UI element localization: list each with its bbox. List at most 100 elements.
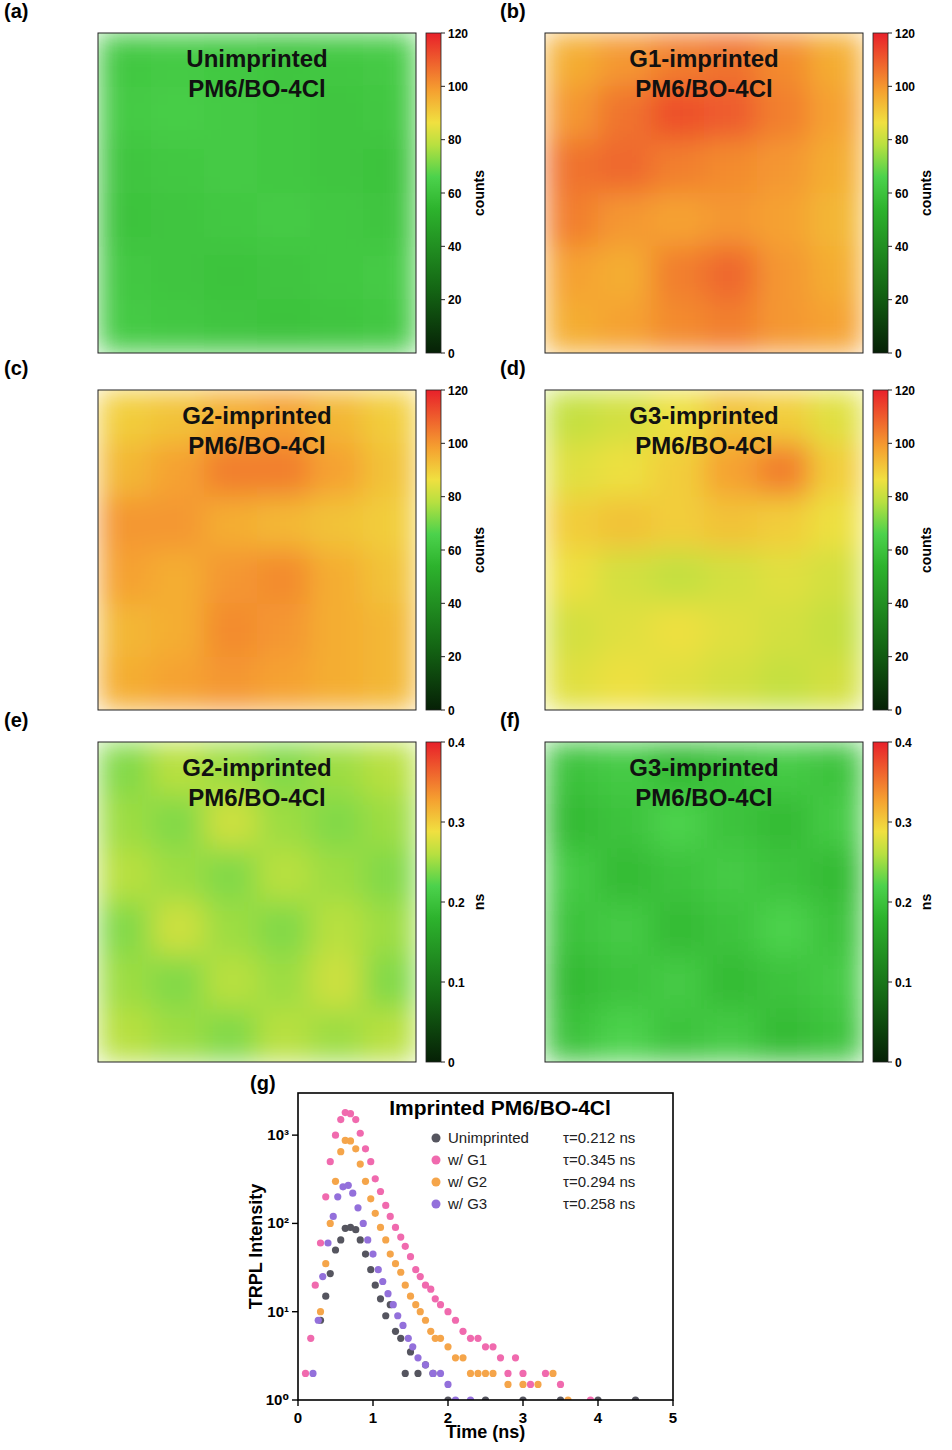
colorbar bbox=[873, 390, 888, 710]
colorbar-tick-label: 0.4 bbox=[448, 736, 465, 750]
legend-annotation: τ=0.345 ns bbox=[563, 1151, 635, 1168]
y-tick bbox=[292, 1223, 298, 1224]
heatmap-cells bbox=[98, 390, 416, 710]
colorbar-tick bbox=[441, 86, 445, 87]
heatmap-cell bbox=[704, 657, 758, 710]
data-point bbox=[390, 1301, 397, 1308]
data-point bbox=[317, 1308, 324, 1315]
colorbar-tick bbox=[888, 656, 892, 657]
heatmap-clip bbox=[98, 742, 416, 1062]
colorbar-tick-label: 0.4 bbox=[895, 736, 912, 750]
heatmap-cell bbox=[545, 86, 599, 140]
colorbar-tick-label: 0 bbox=[448, 704, 455, 718]
heatmap-cell bbox=[598, 300, 652, 353]
data-point bbox=[375, 1266, 382, 1273]
panel-letter: (a) bbox=[4, 0, 28, 22]
data-point bbox=[504, 1370, 511, 1377]
data-point bbox=[452, 1317, 459, 1324]
heatmap-cell bbox=[204, 1009, 258, 1062]
legend-annotation: τ=0.258 ns bbox=[563, 1195, 635, 1212]
data-point bbox=[412, 1266, 419, 1273]
heatmap-cell bbox=[810, 300, 863, 353]
panel-title: PM6/BO-4Cl bbox=[188, 75, 325, 102]
heatmap-cell bbox=[810, 742, 863, 796]
colorbar-tick bbox=[888, 353, 892, 354]
plot-frame bbox=[298, 1093, 673, 1400]
data-point bbox=[444, 1343, 451, 1350]
map-frame bbox=[98, 390, 416, 710]
colorbar-tick bbox=[888, 982, 892, 983]
data-point bbox=[330, 1213, 337, 1220]
heatmap-cell bbox=[651, 603, 705, 657]
heatmap-cell bbox=[363, 795, 416, 849]
data-point bbox=[392, 1260, 399, 1267]
heatmap-cell bbox=[545, 33, 599, 87]
heatmap-cell bbox=[651, 550, 705, 604]
data-point bbox=[409, 1343, 416, 1350]
heatmap-cell bbox=[151, 849, 205, 903]
data-point bbox=[322, 1260, 329, 1267]
heatmap-cell bbox=[810, 657, 863, 710]
data-point bbox=[392, 1224, 399, 1231]
colorbar-tick bbox=[441, 353, 445, 354]
data-point bbox=[405, 1335, 412, 1342]
data-point bbox=[382, 1236, 389, 1243]
heatmap-cell bbox=[204, 246, 258, 300]
data-point bbox=[422, 1361, 429, 1368]
colorbar-tick bbox=[441, 550, 445, 551]
x-tick bbox=[522, 1400, 523, 1406]
colorbar-tick-label: 40 bbox=[448, 597, 462, 611]
heatmap-cell bbox=[704, 603, 758, 657]
panel-title: PM6/BO-4Cl bbox=[188, 784, 325, 811]
heatmap-cell bbox=[204, 657, 258, 710]
heatmap-cell bbox=[598, 193, 652, 247]
data-point bbox=[459, 1328, 466, 1335]
data-point bbox=[519, 1370, 526, 1377]
data-point bbox=[372, 1210, 379, 1217]
heatmap-cell bbox=[598, 902, 652, 956]
plot-marks bbox=[302, 1109, 639, 1400]
heatmap-cell bbox=[363, 497, 416, 551]
data-point bbox=[315, 1317, 322, 1324]
heatmap-cell bbox=[98, 550, 152, 604]
colorbar bbox=[426, 390, 441, 710]
colorbar-tick-label: 100 bbox=[895, 80, 915, 94]
data-point bbox=[482, 1370, 489, 1377]
data-point bbox=[362, 1145, 369, 1152]
heatmap-clip bbox=[98, 390, 416, 710]
colorbar-tick bbox=[441, 1062, 445, 1063]
heatmap-cell bbox=[151, 550, 205, 604]
data-point bbox=[362, 1178, 369, 1185]
colorbar-tick-label: 80 bbox=[895, 490, 909, 504]
heatmap-cell bbox=[598, 603, 652, 657]
data-point bbox=[352, 1226, 359, 1233]
data-point bbox=[377, 1295, 384, 1302]
data-point bbox=[422, 1317, 429, 1324]
colorbar-tick-label: 60 bbox=[448, 187, 462, 201]
y-tick-label: 10² bbox=[267, 1214, 289, 1231]
heatmap-cell bbox=[598, 955, 652, 1009]
panel-title: G3-imprinted bbox=[629, 402, 778, 429]
colorbar-tick-label: 40 bbox=[895, 597, 909, 611]
heatmap-cell bbox=[310, 902, 364, 956]
heatmap-cell bbox=[651, 657, 705, 710]
heatmap-cell bbox=[757, 140, 811, 194]
data-point bbox=[362, 1250, 369, 1257]
heatmap-cell bbox=[98, 1009, 152, 1062]
data-point bbox=[367, 1195, 374, 1202]
panel-letter: (b) bbox=[500, 0, 526, 22]
colorbar-tick bbox=[441, 33, 445, 34]
colorbar-tick bbox=[888, 603, 892, 604]
panel-title: PM6/BO-4Cl bbox=[188, 432, 325, 459]
heatmap-cell bbox=[98, 657, 152, 710]
colorbar-tick-label: 0.3 bbox=[895, 816, 912, 830]
y-axis-title: TRPL Intensity bbox=[246, 1184, 266, 1310]
colorbar-tick-label: 0.3 bbox=[448, 816, 465, 830]
heatmap-cell bbox=[257, 657, 311, 710]
heatmap-cell bbox=[598, 140, 652, 194]
heatmap-cell bbox=[98, 955, 152, 1009]
colorbar-tick-label: 80 bbox=[448, 490, 462, 504]
colorbar-tick-label: 0 bbox=[895, 1056, 902, 1070]
heatmap-cell bbox=[363, 603, 416, 657]
data-point bbox=[414, 1354, 421, 1361]
